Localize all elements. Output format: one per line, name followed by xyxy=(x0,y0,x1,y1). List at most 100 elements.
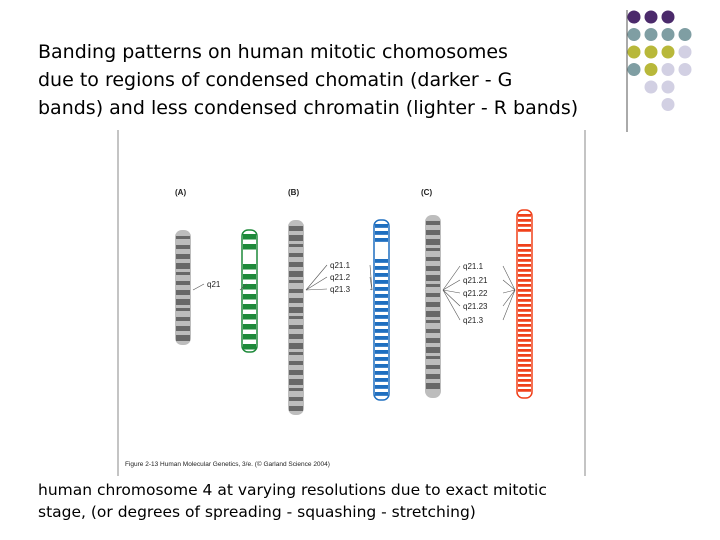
ideogram xyxy=(241,229,258,353)
dot xyxy=(661,45,675,59)
ideogram-band xyxy=(518,359,531,362)
ideogram-band xyxy=(375,371,388,375)
dark-band xyxy=(289,253,303,257)
band-pointer xyxy=(442,279,461,291)
band-pointer xyxy=(369,276,373,291)
dark-band xyxy=(289,226,303,231)
band-label: q21.3 xyxy=(330,285,351,294)
dark-band xyxy=(176,335,190,341)
ideogram-band xyxy=(243,234,256,240)
dot xyxy=(644,45,658,59)
ideogram-band xyxy=(518,354,531,357)
dark-band xyxy=(176,299,190,305)
figure-credit: Figure 2-13 Human Molecular Genetics, 3/… xyxy=(125,460,330,468)
ideogram-band xyxy=(375,392,388,396)
caption-line: stage, (or degrees of spreading - squash… xyxy=(38,503,476,521)
ideogram-band xyxy=(243,334,256,340)
panel-label: (C) xyxy=(421,188,432,197)
band-pointer xyxy=(502,289,516,307)
dark-band xyxy=(176,272,190,275)
band-pointer xyxy=(442,265,461,291)
ideogram-band xyxy=(375,315,388,319)
dark-band xyxy=(176,317,190,321)
dark-band xyxy=(426,239,440,245)
title-line: bands) and less condensed chromatin (lig… xyxy=(38,97,578,119)
band-pointer xyxy=(305,276,328,291)
dark-band xyxy=(426,329,440,333)
dot xyxy=(661,98,675,111)
ideogram-band xyxy=(518,254,531,257)
ideogram-band xyxy=(243,264,256,270)
dot xyxy=(661,28,675,41)
band-pointer xyxy=(369,288,373,291)
dark-band xyxy=(176,245,190,249)
dark-band xyxy=(426,374,440,379)
ideogram-band xyxy=(518,284,531,287)
ideogram-band xyxy=(375,343,388,347)
dark-band xyxy=(289,388,303,391)
ideogram-band xyxy=(518,274,531,277)
panel-label: (B) xyxy=(288,188,299,197)
dot xyxy=(661,10,675,24)
dark-band xyxy=(289,334,303,339)
ideogram-band xyxy=(375,238,388,242)
ideogram-band xyxy=(243,314,256,320)
ideogram-band xyxy=(375,364,388,368)
dark-band xyxy=(289,325,303,329)
dark-band xyxy=(289,361,303,365)
ideogram-band xyxy=(518,364,531,367)
dot xyxy=(644,10,658,24)
dark-band xyxy=(426,230,440,235)
dot xyxy=(644,28,658,41)
band-pointer xyxy=(502,265,516,291)
ideogram-band xyxy=(518,319,531,322)
ideogram-band xyxy=(375,266,388,270)
dot xyxy=(627,10,641,24)
ideogram-band xyxy=(518,249,531,252)
band-pointer xyxy=(502,279,516,291)
dot-grid xyxy=(627,10,692,111)
dot xyxy=(678,63,692,76)
band-label: q21.3 xyxy=(463,316,484,325)
dot xyxy=(627,63,641,76)
dark-band xyxy=(176,263,190,269)
ideogram-band xyxy=(375,385,388,389)
dark-band xyxy=(426,383,440,389)
dark-band xyxy=(289,280,303,283)
dot xyxy=(678,45,692,59)
dot xyxy=(644,63,658,76)
ideogram-band xyxy=(518,304,531,307)
dark-band xyxy=(289,235,303,241)
band-pointer xyxy=(369,264,373,291)
dot xyxy=(661,63,675,76)
ideogram-band xyxy=(518,379,531,382)
ideogram-band xyxy=(518,229,531,232)
ideogram-band xyxy=(243,244,256,250)
dark-band xyxy=(289,262,303,267)
ideogram-band xyxy=(375,336,388,340)
figure: (A) q21 (B) q21.1 q21.2 q21.3 (C) q21.1 q21.21 q2… xyxy=(175,188,533,415)
dark-band xyxy=(289,406,303,411)
ideogram-band xyxy=(518,294,531,297)
dark-band xyxy=(289,289,303,293)
dark-band xyxy=(176,308,190,311)
ideogram-band xyxy=(375,224,388,228)
ideogram-band xyxy=(375,301,388,305)
ideogram-band xyxy=(518,374,531,377)
caption-line: human chromosome 4 at varying resolution… xyxy=(38,481,547,499)
dark-band xyxy=(426,284,440,287)
ideogram-band xyxy=(518,334,531,337)
ideogram-band xyxy=(243,344,256,350)
band-pointer xyxy=(192,283,205,291)
band-pointer xyxy=(502,289,516,321)
ideogram-band xyxy=(518,279,531,282)
dark-band xyxy=(176,290,190,295)
band-label: q21 xyxy=(207,280,221,289)
ideogram-band xyxy=(518,329,531,332)
ideogram-band xyxy=(518,369,531,372)
ideogram-band xyxy=(518,289,531,292)
ideogram-band xyxy=(518,344,531,347)
dark-band xyxy=(289,244,303,247)
ideogram-band xyxy=(243,274,256,280)
